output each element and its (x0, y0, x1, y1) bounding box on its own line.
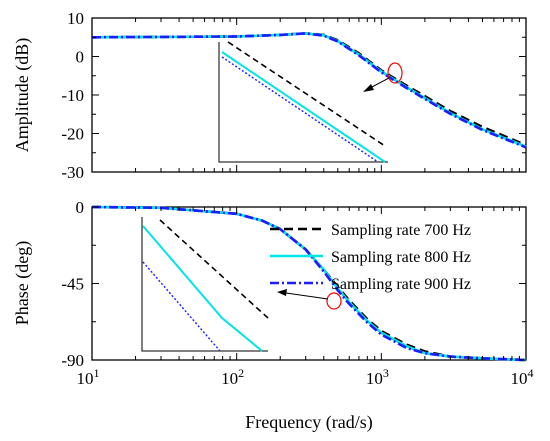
legend-label-800: Sampling rate 800 Hz (331, 249, 471, 266)
legend-label-700: Sampling rate 700 Hz (331, 222, 471, 239)
frequency-xlabel: Frequency (rad/s) (245, 412, 372, 433)
amplitude-ytick-label: -20 (61, 125, 84, 144)
amplitude-inset-line-900 (221, 56, 379, 163)
amplitude-pointer-arrow (369, 77, 390, 89)
phase-ylabel: Phase (deg) (12, 241, 33, 325)
frequency-xtick-label: 102 (221, 366, 244, 388)
amplitude-ytick-label: -10 (61, 86, 84, 105)
legend-label-900: Sampling rate 900 Hz (331, 276, 471, 293)
amplitude-zoom-marker (387, 62, 403, 84)
amplitude-ytick-label: 10 (67, 9, 84, 28)
frequency-xtick-label: 104 (511, 366, 534, 388)
phase-inset-axes (141, 217, 268, 352)
phase-zoom-marker (326, 292, 342, 310)
amplitude-pointer-arrowhead (363, 84, 374, 92)
frequency-xtick-label: 101 (77, 366, 100, 388)
amplitude-inset-axes (218, 42, 388, 163)
phase-inset-line-900 (142, 261, 221, 352)
frequency-xtick-label: 103 (366, 366, 389, 388)
amplitude-series-line-0 (91, 32, 527, 147)
amplitude-inset-line-800 (221, 51, 386, 163)
phase-inset-line-700 (159, 219, 269, 319)
amplitude-series-line-1 (91, 32, 527, 148)
amplitude-ticks: 10 0 -10 -20 -30 (61, 9, 526, 182)
amplitude-panel: 10 0 -10 -20 -30 Amplitude (dB) (12, 9, 527, 182)
amplitude-series-group (91, 32, 527, 149)
phase-series-group (91, 205, 527, 362)
phase-ytick-label: -90 (61, 351, 84, 370)
amplitude-ylabel: Amplitude (dB) (12, 38, 33, 153)
phase-pointer-arrow (285, 292, 329, 300)
amplitude-series-line-2 (91, 32, 527, 149)
phase-pointer-arrowhead (277, 289, 287, 296)
phase-ytick-label: 0 (76, 198, 85, 217)
amplitude-ytick-label: 0 (76, 48, 85, 67)
amplitude-inset-line-700 (227, 41, 386, 147)
phase-series-line-2 (91, 205, 527, 362)
phase-zoom-inset (141, 217, 269, 352)
amplitude-plot-frame (91, 17, 527, 173)
legend: Sampling rate 700 Hz Sampling rate 800 H… (270, 222, 471, 293)
phase-ytick-label: -45 (61, 275, 84, 294)
phase-inset-line-800 (142, 225, 263, 352)
amplitude-ytick-label: -30 (61, 163, 84, 182)
amplitude-zoom-inset (218, 41, 388, 163)
